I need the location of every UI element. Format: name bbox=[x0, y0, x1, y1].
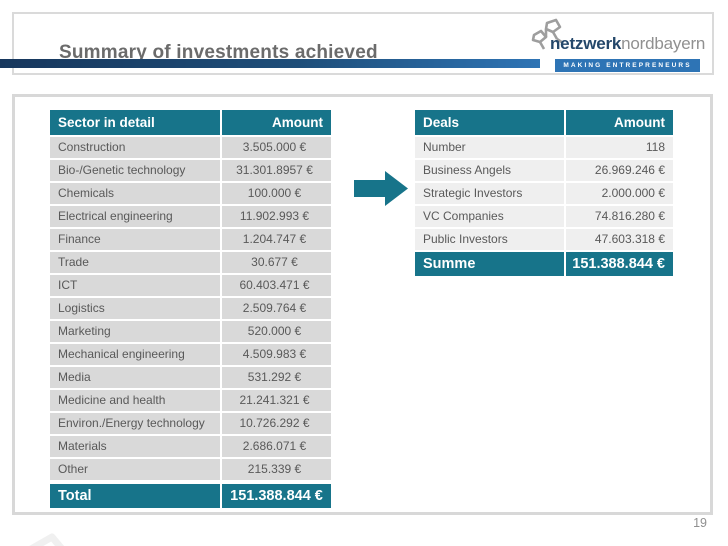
logo-brand-primary: netzwerk bbox=[550, 34, 622, 53]
table-total-row: Summe 151.388.844 € bbox=[415, 252, 673, 276]
logo-brand-secondary: nordbayern bbox=[621, 34, 706, 53]
sector-amount-cell: 4.509.983 € bbox=[220, 344, 331, 365]
sector-name-cell: Media bbox=[50, 367, 220, 388]
column-header-deals: Deals bbox=[415, 110, 564, 135]
deals-table-body: Number 118 Business Angels 26.969.246 € … bbox=[415, 137, 673, 250]
sector-investments-table: Sector in detail Amount Construction 3.5… bbox=[50, 110, 331, 510]
page-title: Summary of investments achieved bbox=[59, 42, 378, 63]
table-row: Trade 30.677 € bbox=[50, 252, 331, 273]
deal-type-cell: Strategic Investors bbox=[415, 183, 564, 204]
summe-label-cell: Summe bbox=[415, 252, 564, 276]
table-row: Medicine and health 21.241.321 € bbox=[50, 390, 331, 411]
sector-name-cell: Electrical engineering bbox=[50, 206, 220, 227]
sector-name-cell: Medicine and health bbox=[50, 390, 220, 411]
watermark-network-icon bbox=[0, 512, 197, 546]
deal-amount-cell: 26.969.246 € bbox=[564, 160, 673, 181]
deals-table: Deals Amount Number 118 Business Angels … bbox=[415, 110, 673, 278]
table-row: Bio-/Genetic technology 31.301.8957 € bbox=[50, 160, 331, 181]
table-row: Media 531.292 € bbox=[50, 367, 331, 388]
table-row: ICT 60.403.471 € bbox=[50, 275, 331, 296]
table-row: Construction 3.505.000 € bbox=[50, 137, 331, 158]
sector-name-cell: Logistics bbox=[50, 298, 220, 319]
sector-name-cell: Marketing bbox=[50, 321, 220, 342]
column-header-amount: Amount bbox=[564, 110, 673, 135]
header-divider-bar bbox=[0, 59, 540, 68]
table-header-row: Sector in detail Amount bbox=[50, 110, 331, 135]
sector-amount-cell: 11.902.993 € bbox=[220, 206, 331, 227]
column-header-sector: Sector in detail bbox=[50, 110, 220, 135]
column-header-amount: Amount bbox=[220, 110, 331, 135]
sector-amount-cell: 2.686.071 € bbox=[220, 436, 331, 457]
deal-type-cell: VC Companies bbox=[415, 206, 564, 227]
logo-wordmark: netzwerknordbayern bbox=[550, 34, 705, 54]
sector-name-cell: ICT bbox=[50, 275, 220, 296]
sector-name-cell: Finance bbox=[50, 229, 220, 250]
network-molecule-icon bbox=[527, 17, 569, 62]
sector-name-cell: Chemicals bbox=[50, 183, 220, 204]
total-amount-cell: 151.388.844 € bbox=[220, 484, 331, 508]
sector-name-cell: Materials bbox=[50, 436, 220, 457]
table-row: Electrical engineering 11.902.993 € bbox=[50, 206, 331, 227]
sector-amount-cell: 3.505.000 € bbox=[220, 137, 331, 158]
table-row: Finance 1.204.747 € bbox=[50, 229, 331, 250]
deal-amount-cell: 47.603.318 € bbox=[564, 229, 673, 250]
table-row: Public Investors 47.603.318 € bbox=[415, 229, 673, 250]
total-label-cell: Total bbox=[50, 484, 220, 508]
table-row: Marketing 520.000 € bbox=[50, 321, 331, 342]
sector-name-cell: Bio-/Genetic technology bbox=[50, 160, 220, 181]
sector-name-cell: Construction bbox=[50, 137, 220, 158]
sector-amount-cell: 520.000 € bbox=[220, 321, 331, 342]
sector-amount-cell: 100.000 € bbox=[220, 183, 331, 204]
table-row: Materials 2.686.071 € bbox=[50, 436, 331, 457]
sector-name-cell: Other bbox=[50, 459, 220, 480]
table-row: Chemicals 100.000 € bbox=[50, 183, 331, 204]
right-arrow-icon bbox=[354, 171, 408, 211]
sector-amount-cell: 215.339 € bbox=[220, 459, 331, 480]
table-row: Mechanical engineering 4.509.983 € bbox=[50, 344, 331, 365]
sector-name-cell: Mechanical engineering bbox=[50, 344, 220, 365]
table-row: Environ./Energy technology 10.726.292 € bbox=[50, 413, 331, 434]
sector-table-body: Construction 3.505.000 € Bio-/Genetic te… bbox=[50, 137, 331, 480]
summe-amount-cell: 151.388.844 € bbox=[564, 252, 673, 276]
sector-amount-cell: 60.403.471 € bbox=[220, 275, 331, 296]
deal-amount-cell: 2.000.000 € bbox=[564, 183, 673, 204]
table-row: Number 118 bbox=[415, 137, 673, 158]
table-row: VC Companies 74.816.280 € bbox=[415, 206, 673, 227]
table-row: Logistics 2.509.764 € bbox=[50, 298, 331, 319]
deal-amount-cell: 118 bbox=[564, 137, 673, 158]
table-row: Business Angels 26.969.246 € bbox=[415, 160, 673, 181]
sector-name-cell: Environ./Energy technology bbox=[50, 413, 220, 434]
deal-type-cell: Business Angels bbox=[415, 160, 564, 181]
deal-type-cell: Number bbox=[415, 137, 564, 158]
table-header-row: Deals Amount bbox=[415, 110, 673, 135]
page-number: 19 bbox=[693, 516, 707, 530]
sector-amount-cell: 21.241.321 € bbox=[220, 390, 331, 411]
deal-type-cell: Public Investors bbox=[415, 229, 564, 250]
logo-tagline: MAKING ENTREPRENEURS bbox=[555, 59, 700, 72]
sector-amount-cell: 2.509.764 € bbox=[220, 298, 331, 319]
table-total-row: Total 151.388.844 € bbox=[50, 484, 331, 508]
sector-name-cell: Trade bbox=[50, 252, 220, 273]
sector-amount-cell: 1.204.747 € bbox=[220, 229, 331, 250]
table-row: Other 215.339 € bbox=[50, 459, 331, 480]
sector-amount-cell: 30.677 € bbox=[220, 252, 331, 273]
sector-amount-cell: 31.301.8957 € bbox=[220, 160, 331, 181]
sector-amount-cell: 10.726.292 € bbox=[220, 413, 331, 434]
deal-amount-cell: 74.816.280 € bbox=[564, 206, 673, 227]
sector-amount-cell: 531.292 € bbox=[220, 367, 331, 388]
table-row: Strategic Investors 2.000.000 € bbox=[415, 183, 673, 204]
